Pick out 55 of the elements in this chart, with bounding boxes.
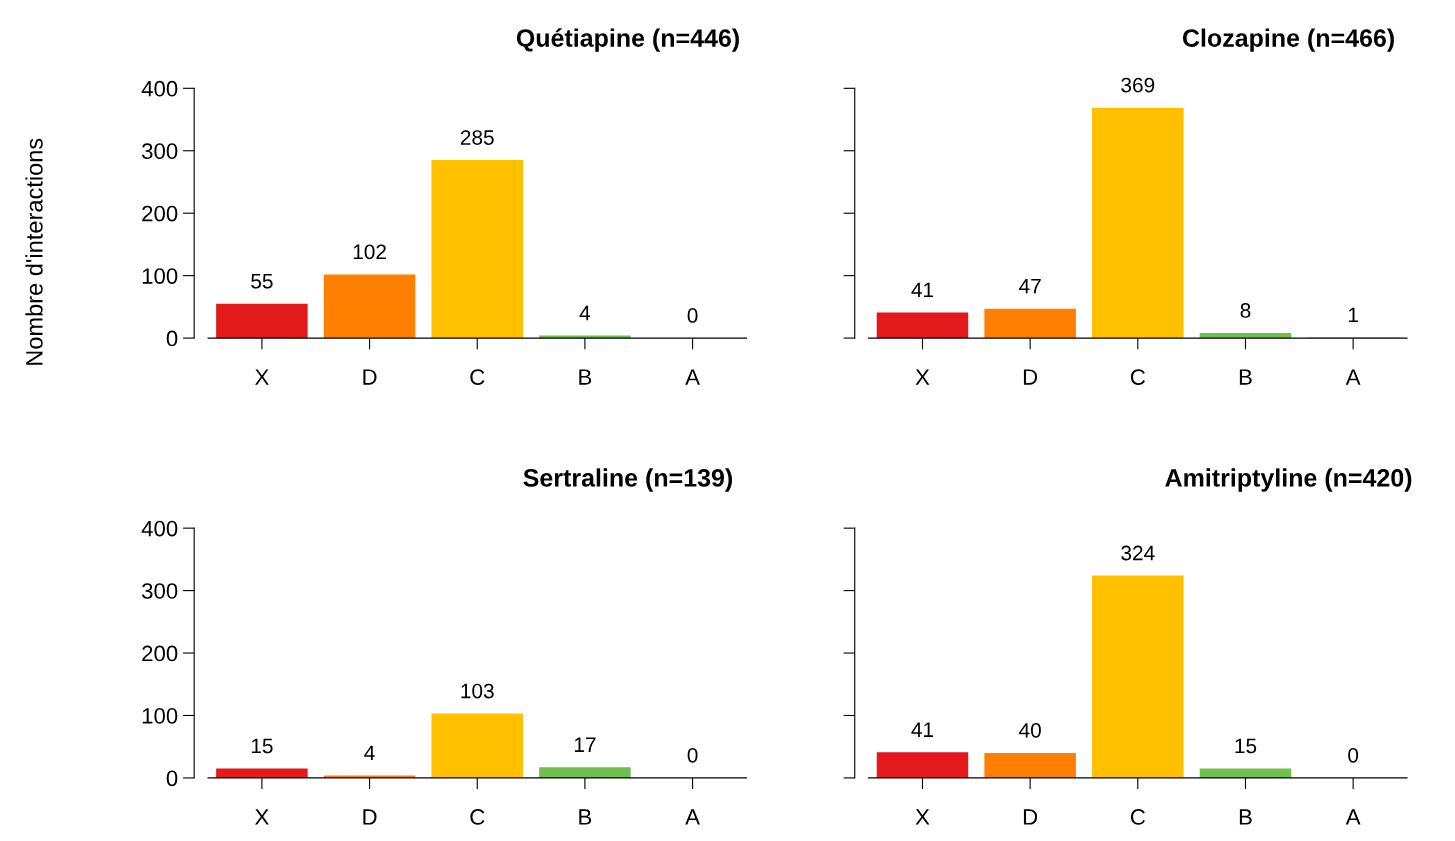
y-tick-label: 100 [142, 268, 178, 284]
data-label: 15 [1235, 738, 1257, 754]
data-label: 102 [353, 244, 386, 260]
data-label: 0 [687, 747, 698, 763]
data-label: 4 [364, 745, 375, 760]
data-label: 8 [1240, 303, 1251, 318]
x-tick-label: B [1239, 369, 1252, 385]
y-tick-label: 400 [141, 80, 178, 97]
y-tick-label: 300 [141, 143, 178, 160]
data-label: 41 [911, 282, 934, 298]
data-label: 369 [1121, 77, 1155, 93]
y-tick-label: 200 [142, 645, 178, 662]
x-tick-label: D [363, 809, 377, 825]
x-tick-label: X [254, 369, 269, 385]
x-tick-label: A [685, 809, 700, 825]
x-tick-label: B [1239, 809, 1252, 825]
x-tick-label: D [1023, 809, 1038, 825]
data-label: 1 [1348, 307, 1358, 323]
y-tick-label: 0 [166, 770, 178, 787]
chart-title: Sertraline (n=139) [523, 468, 732, 492]
data-label: 4 [579, 305, 591, 321]
data-label: 47 [1019, 278, 1041, 294]
data-label: 324 [1121, 545, 1155, 561]
x-tick-label: C [470, 809, 485, 825]
x-tick-label: C [1130, 809, 1145, 825]
x-tick-label: C [470, 369, 485, 385]
x-tick-label: A [1345, 809, 1361, 825]
y-axis-title: Nombre d'interactions [25, 138, 43, 365]
x-tick-label: C [1130, 369, 1145, 385]
data-label: 41 [911, 722, 934, 737]
x-tick-label: D [1023, 369, 1038, 385]
y-tick-label: 400 [141, 520, 178, 537]
data-label: 285 [460, 130, 494, 145]
x-tick-label: B [579, 369, 592, 385]
y-tick-label: 100 [142, 708, 178, 724]
data-label: 103 [461, 683, 494, 699]
data-label: 40 [1019, 722, 1041, 738]
y-tick-label: 0 [166, 330, 178, 347]
x-tick-label: B [579, 809, 592, 825]
y-tick-label: 200 [142, 205, 178, 222]
data-label: 0 [1348, 747, 1359, 763]
x-tick-label: X [915, 369, 930, 385]
chart-title: Clozapine (n=466) [1182, 28, 1394, 52]
x-tick-label: D [363, 369, 377, 385]
y-tick-label: 300 [141, 583, 178, 599]
x-tick-label: A [1345, 369, 1361, 385]
data-label: 0 [687, 308, 698, 323]
data-label: 55 [251, 273, 273, 289]
chart-title: Amitriptyline (n=420) [1165, 468, 1412, 492]
data-label: 15 [251, 738, 273, 754]
data-label: 17 [574, 737, 596, 752]
chart-title: Quétiapine (n=446) [516, 28, 739, 52]
x-tick-label: A [685, 369, 700, 385]
x-tick-label: X [254, 809, 269, 825]
x-tick-label: X [915, 809, 930, 825]
